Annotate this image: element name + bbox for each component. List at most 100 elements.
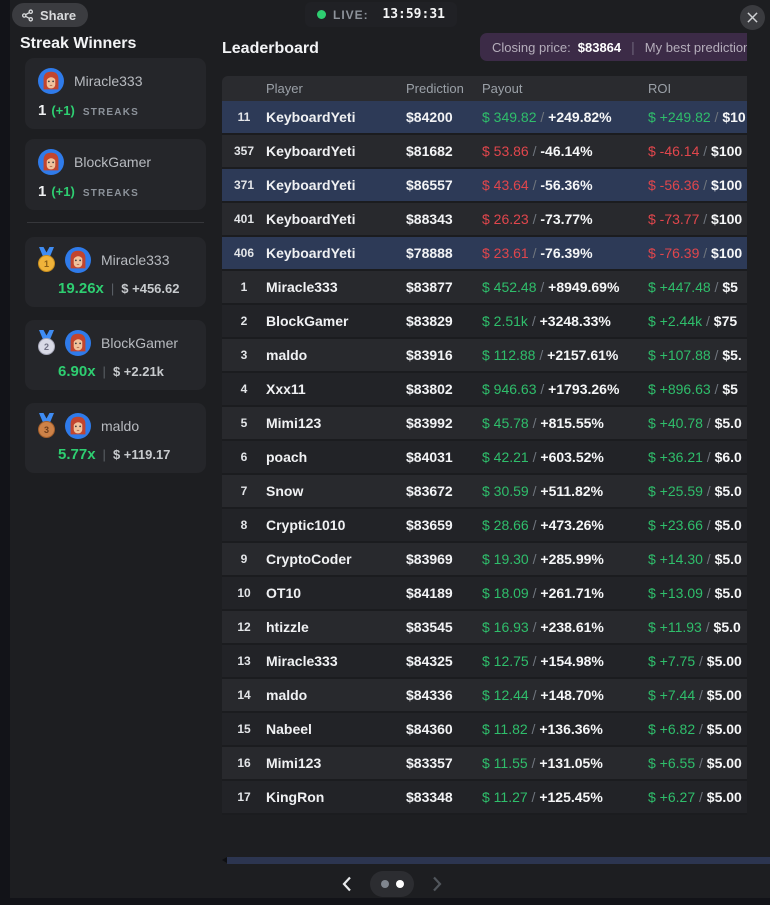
page-dot[interactable]: [380, 880, 389, 888]
row-prediction: $84325: [406, 653, 453, 669]
table-row[interactable]: 6 poach $84031 $ 42.21 / +603.52% $ +36.…: [222, 441, 747, 475]
payout-separator: /: [535, 347, 548, 363]
payout-amount: $ 19.30: [482, 551, 529, 567]
row-prediction: $83969: [406, 551, 453, 567]
payout-amount: $ 30.59: [482, 483, 529, 499]
table-row[interactable]: 11 KeyboardYeti $84200 $ 349.82 / +249.8…: [222, 101, 747, 135]
roi-base-amount: $100: [711, 211, 743, 227]
payout-percent: +261.71%: [540, 585, 604, 601]
roi-base-amount: $5.0: [713, 619, 741, 635]
row-payout: $ 42.21 / +603.52%: [482, 449, 648, 465]
roi-base-amount: $5.00: [706, 687, 742, 703]
table-row[interactable]: 406 KeyboardYeti $78888 $ 23.61 / -76.39…: [222, 237, 747, 271]
roi-separator: /: [695, 687, 707, 703]
payout-separator: /: [527, 721, 540, 737]
payout-separator: /: [528, 143, 541, 159]
row-player: maldo: [266, 687, 308, 703]
payout-amount: $ 18.09: [482, 585, 529, 601]
row-roi: $ +40.78 / $5.0: [648, 415, 747, 431]
streak-card[interactable]: Miracle333 1 (+1) STREAKS: [25, 58, 206, 129]
row-roi: $ +25.59 / $5.0: [648, 483, 747, 499]
roi-separator: /: [701, 619, 714, 635]
roi-base-amount: $5: [722, 279, 738, 295]
medal-icon: 1: [38, 247, 55, 273]
roi-base-amount: $6.0: [714, 449, 742, 465]
payout-amount: $ 2.51k: [482, 313, 528, 329]
horizontal-scrollbar[interactable]: [222, 857, 770, 864]
close-button[interactable]: [740, 5, 765, 30]
badge-divider: |: [631, 39, 635, 55]
roi-amount: $ +36.21: [648, 449, 703, 465]
table-row[interactable]: 7 Snow $83672 $ 30.59 / +511.82% $ +25.5…: [222, 475, 747, 509]
page-edge-left: [0, 0, 10, 905]
table-row[interactable]: 3 maldo $83916 $ 112.88 / +2157.61% $ +1…: [222, 339, 747, 373]
table-row[interactable]: 8 Cryptic1010 $83659 $ 28.66 / +473.26% …: [222, 509, 747, 543]
row-player: Snow: [266, 483, 304, 499]
roi-base-amount: $5.0: [714, 585, 742, 601]
table-row[interactable]: 401 KeyboardYeti $88343 $ 26.23 / -73.77…: [222, 203, 747, 237]
table-row[interactable]: 12 htizzle $83545 $ 16.93 / +238.61% $ +…: [222, 611, 747, 645]
payout-separator: /: [528, 517, 541, 533]
share-label: Share: [40, 7, 77, 23]
row-player: OT10: [266, 585, 302, 601]
table-row[interactable]: 2 BlockGamer $83829 $ 2.51k / +3248.33% …: [222, 305, 747, 339]
medal-card[interactable]: 1 Miracle333: [25, 237, 206, 307]
prev-page-button[interactable]: [338, 872, 356, 896]
row-rank: 8: [240, 518, 248, 532]
roi-base-amount: $10: [722, 109, 746, 125]
table-row[interactable]: 10 OT10 $84189 $ 18.09 / +261.71% $ +13.…: [222, 577, 747, 611]
table-row[interactable]: 9 CryptoCoder $83969 $ 19.30 / +285.99% …: [222, 543, 747, 577]
table-row[interactable]: 14 maldo $84336 $ 12.44 / +148.70% $ +7.…: [222, 679, 747, 713]
row-player: KeyboardYeti: [266, 245, 356, 261]
payout-amount: $ 43.64: [482, 177, 529, 193]
live-dot-icon: [317, 10, 326, 19]
streak-card[interactable]: BlockGamer 1 (+1) STREAKS: [25, 139, 206, 210]
table-row[interactable]: 15 Nabeel $84360 $ 11.82 / +136.36% $ +6…: [222, 713, 747, 747]
table-row[interactable]: 5 Mimi123 $83992 $ 45.78 / +815.55% $ +4…: [222, 407, 747, 441]
roi-base-amount: $75: [713, 313, 738, 329]
roi-amount: $ +7.75: [648, 653, 696, 669]
row-payout: $ 452.48 / +8949.69%: [482, 279, 648, 295]
row-rank: 17: [237, 790, 251, 804]
payout-amount: $ 11.27: [482, 789, 528, 805]
table-row[interactable]: 371 KeyboardYeti $86557 $ 43.64 / -56.36…: [222, 169, 747, 203]
row-payout: $ 11.27 / +125.45%: [482, 789, 648, 805]
roi-amount: $ +6.55: [648, 755, 696, 771]
payout-percent: +511.82%: [540, 483, 604, 499]
medal-list: 1 Miracle333: [25, 237, 206, 473]
table-row[interactable]: 17 KingRon $83348 $ 11.27 / +125.45% $ +…: [222, 781, 747, 815]
payout-separator: /: [528, 245, 541, 261]
medal-amount: $ +2.21k: [112, 364, 164, 379]
chevron-right-icon: [433, 876, 442, 892]
medal-card[interactable]: 2 BlockGamer: [25, 320, 206, 390]
medal-card[interactable]: 3 maldo 5.: [25, 403, 206, 473]
table-row[interactable]: 4 Xxx11 $83802 $ 946.63 / +1793.26% $ +8…: [222, 373, 747, 407]
share-button[interactable]: Share: [12, 3, 89, 27]
next-page-button[interactable]: [428, 872, 446, 896]
roi-base-amount: $5.0: [714, 415, 742, 431]
roi-amount: $ +2.44k: [648, 313, 703, 329]
payout-amount: $ 12.44: [482, 687, 529, 703]
medal-icon: 2: [38, 330, 55, 356]
row-payout: $ 18.09 / +261.71%: [482, 585, 648, 601]
table-row[interactable]: 1 Miracle333 $83877 $ 452.48 / +8949.69%…: [222, 271, 747, 305]
payout-separator: /: [527, 789, 540, 805]
live-label: LIVE:: [333, 7, 369, 22]
roi-base-amount: $5.0: [714, 551, 742, 567]
medal-rank: 3: [38, 421, 55, 438]
row-roi: $ -46.14 / $100: [648, 143, 747, 159]
payout-separator: /: [528, 653, 541, 669]
roi-amount: $ -56.36: [648, 177, 700, 193]
table-body: 11 KeyboardYeti $84200 $ 349.82 / +249.8…: [222, 101, 747, 815]
roi-amount: $ +11.93: [648, 619, 702, 635]
row-rank: 15: [237, 722, 251, 736]
streak-delta: (+1): [51, 184, 75, 199]
table-row[interactable]: 13 Miracle333 $84325 $ 12.75 / +154.98% …: [222, 645, 747, 679]
row-prediction: $81682: [406, 143, 453, 159]
row-player: maldo: [266, 347, 308, 363]
table-row[interactable]: 357 KeyboardYeti $81682 $ 53.86 / -46.14…: [222, 135, 747, 169]
table-row[interactable]: 16 Mimi123 $83357 $ 11.55 / +131.05% $ +…: [222, 747, 747, 781]
roi-amount: $ +23.66: [648, 517, 703, 533]
page-dot[interactable]: [395, 880, 404, 888]
